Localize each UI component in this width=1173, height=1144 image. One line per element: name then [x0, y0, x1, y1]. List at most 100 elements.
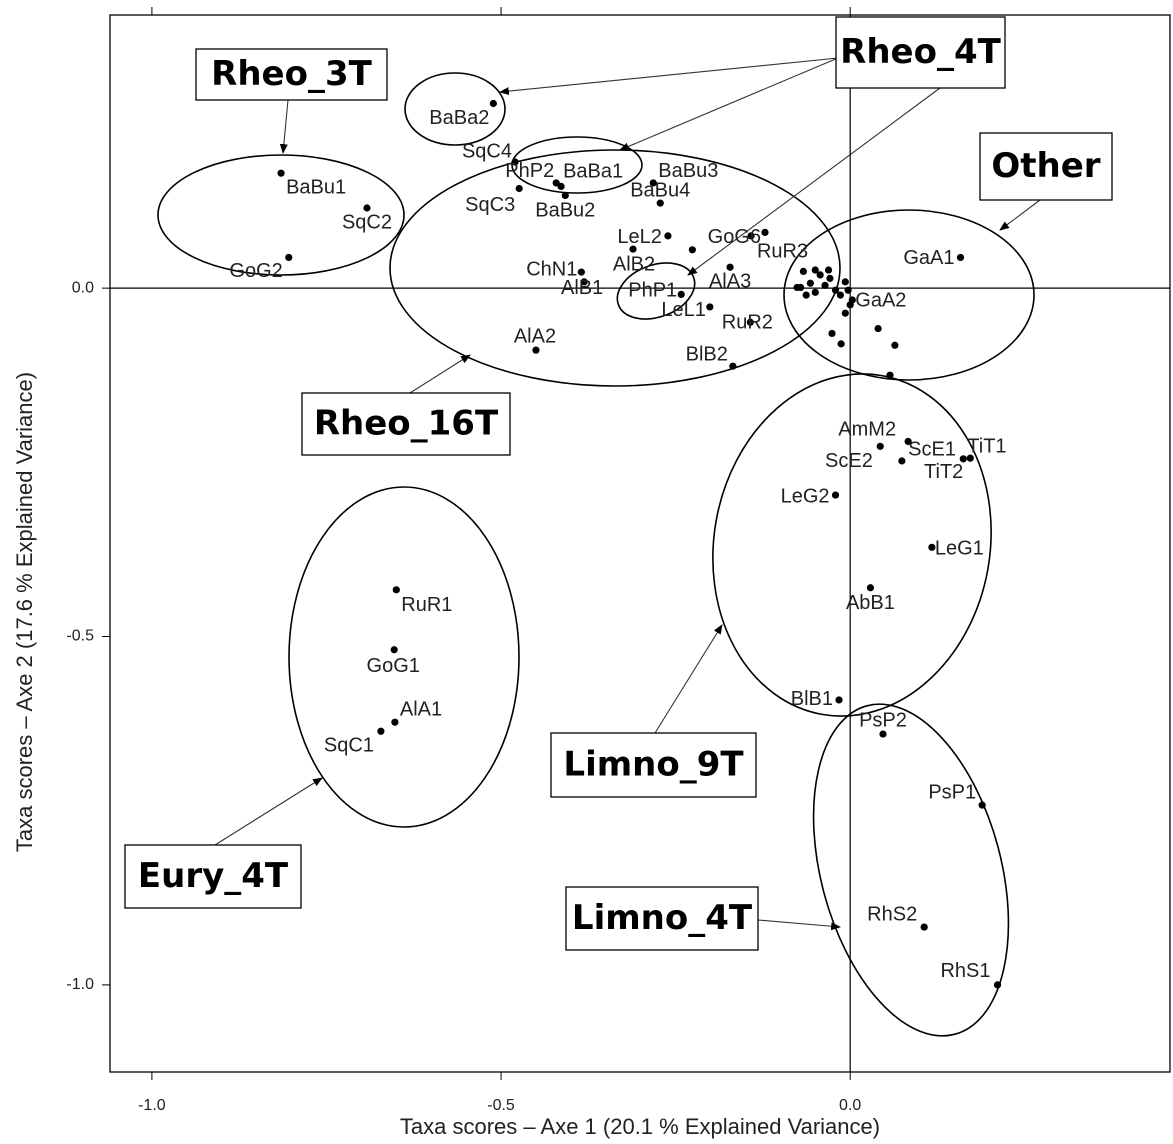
annotation-text: Other — [991, 146, 1100, 186]
point — [706, 303, 714, 311]
point-label: PhP1 — [628, 280, 677, 302]
point — [561, 191, 569, 200]
point-label: LeL1 — [661, 299, 706, 321]
point-label: BaBa2 — [429, 107, 489, 129]
ellipses — [157, 72, 1035, 1037]
point — [959, 455, 967, 463]
point-label: PsP2 — [859, 709, 907, 731]
point-label: GaA2 — [855, 289, 906, 311]
point-label: SqC2 — [342, 211, 392, 233]
annotation-text: Limno_9T — [563, 745, 744, 785]
point — [391, 718, 399, 726]
point-label: RuR1 — [401, 594, 452, 616]
point-label: GaA1 — [903, 247, 954, 269]
point-label: ScE1 — [908, 439, 956, 461]
point — [797, 283, 805, 292]
point-label: PhP2 — [505, 160, 554, 182]
y-tick-label: -1.0 — [66, 976, 94, 993]
point — [993, 981, 1002, 989]
point-label: BaBu2 — [535, 200, 595, 222]
point — [831, 491, 840, 499]
point — [390, 646, 398, 654]
point — [886, 371, 894, 379]
point — [837, 340, 845, 348]
point — [816, 271, 824, 279]
point — [846, 301, 854, 309]
point-label: GoG6 — [708, 226, 761, 248]
point-label: PsP1 — [928, 781, 976, 803]
point-label: AlA3 — [709, 271, 751, 293]
annotation-box — [835, 16, 1006, 89]
point-label: TiT2 — [924, 461, 963, 483]
point-label: TiT1 — [967, 435, 1006, 457]
point — [532, 346, 540, 354]
point — [966, 454, 974, 462]
annotation-text: Eury_4T — [138, 856, 289, 896]
annotation-text: Rheo_16T — [314, 404, 499, 444]
point — [836, 291, 845, 299]
x-tick-label: -1.0 — [138, 1097, 166, 1114]
point — [866, 584, 875, 592]
point — [761, 228, 769, 236]
point — [363, 204, 371, 212]
point-label: BaBu1 — [286, 176, 346, 198]
annotation-text: Rheo_3T — [211, 54, 372, 94]
point — [799, 267, 807, 276]
point — [956, 253, 965, 262]
point — [928, 543, 936, 551]
point — [828, 329, 836, 338]
point-label: RuR2 — [722, 312, 773, 334]
point-label: BaBu3 — [658, 160, 718, 182]
point-label: GoG2 — [229, 260, 282, 282]
point — [831, 286, 840, 294]
point — [879, 730, 887, 738]
point-label: ScE2 — [825, 450, 873, 472]
point-label: GoG1 — [367, 655, 420, 677]
point — [746, 318, 754, 326]
point — [824, 266, 833, 274]
point — [629, 245, 637, 253]
point-label: RuR3 — [757, 241, 808, 263]
point — [806, 279, 814, 287]
point — [891, 341, 899, 349]
point — [841, 309, 849, 317]
point — [841, 278, 849, 286]
x-axis-label: Taxa scores – Axe 1 (20.1 % Explained Va… — [400, 1114, 880, 1139]
point — [688, 246, 696, 254]
annotation-box — [195, 48, 388, 101]
point-label: AlB1 — [561, 277, 603, 299]
point — [726, 263, 734, 271]
point-label: AmM2 — [838, 419, 896, 441]
point-label: LeG1 — [935, 538, 984, 560]
y-tick-label: 0.0 — [72, 279, 94, 296]
point-label: SqC1 — [324, 735, 374, 757]
point-label: ChN1 — [526, 258, 577, 280]
point — [677, 290, 685, 299]
annotation-box — [301, 392, 511, 456]
point-label: LeG2 — [781, 485, 830, 507]
point-label: BaBu4 — [630, 179, 690, 201]
point-label: AbB1 — [846, 592, 895, 614]
point — [978, 801, 986, 809]
point-label: BlB2 — [686, 343, 728, 365]
point — [747, 232, 755, 240]
point — [729, 362, 737, 370]
point — [904, 437, 912, 446]
annotation-text: Limno_4T — [572, 898, 753, 938]
point — [664, 232, 672, 240]
annotation-text: Rheo_4T — [840, 32, 1001, 72]
point — [511, 158, 519, 166]
point — [821, 281, 829, 289]
point-label: AlA1 — [400, 699, 442, 721]
point — [557, 182, 565, 191]
annotation-box — [550, 732, 757, 798]
point-label: RhS2 — [867, 903, 917, 925]
point — [811, 266, 819, 274]
point-label: RhS1 — [940, 960, 990, 982]
y-axis-label: Taxa scores – Axe 2 (17.6 % Explained Va… — [12, 372, 37, 852]
point-label: LeL2 — [617, 226, 662, 248]
point — [876, 442, 884, 450]
point-label: SqC3 — [465, 194, 515, 216]
